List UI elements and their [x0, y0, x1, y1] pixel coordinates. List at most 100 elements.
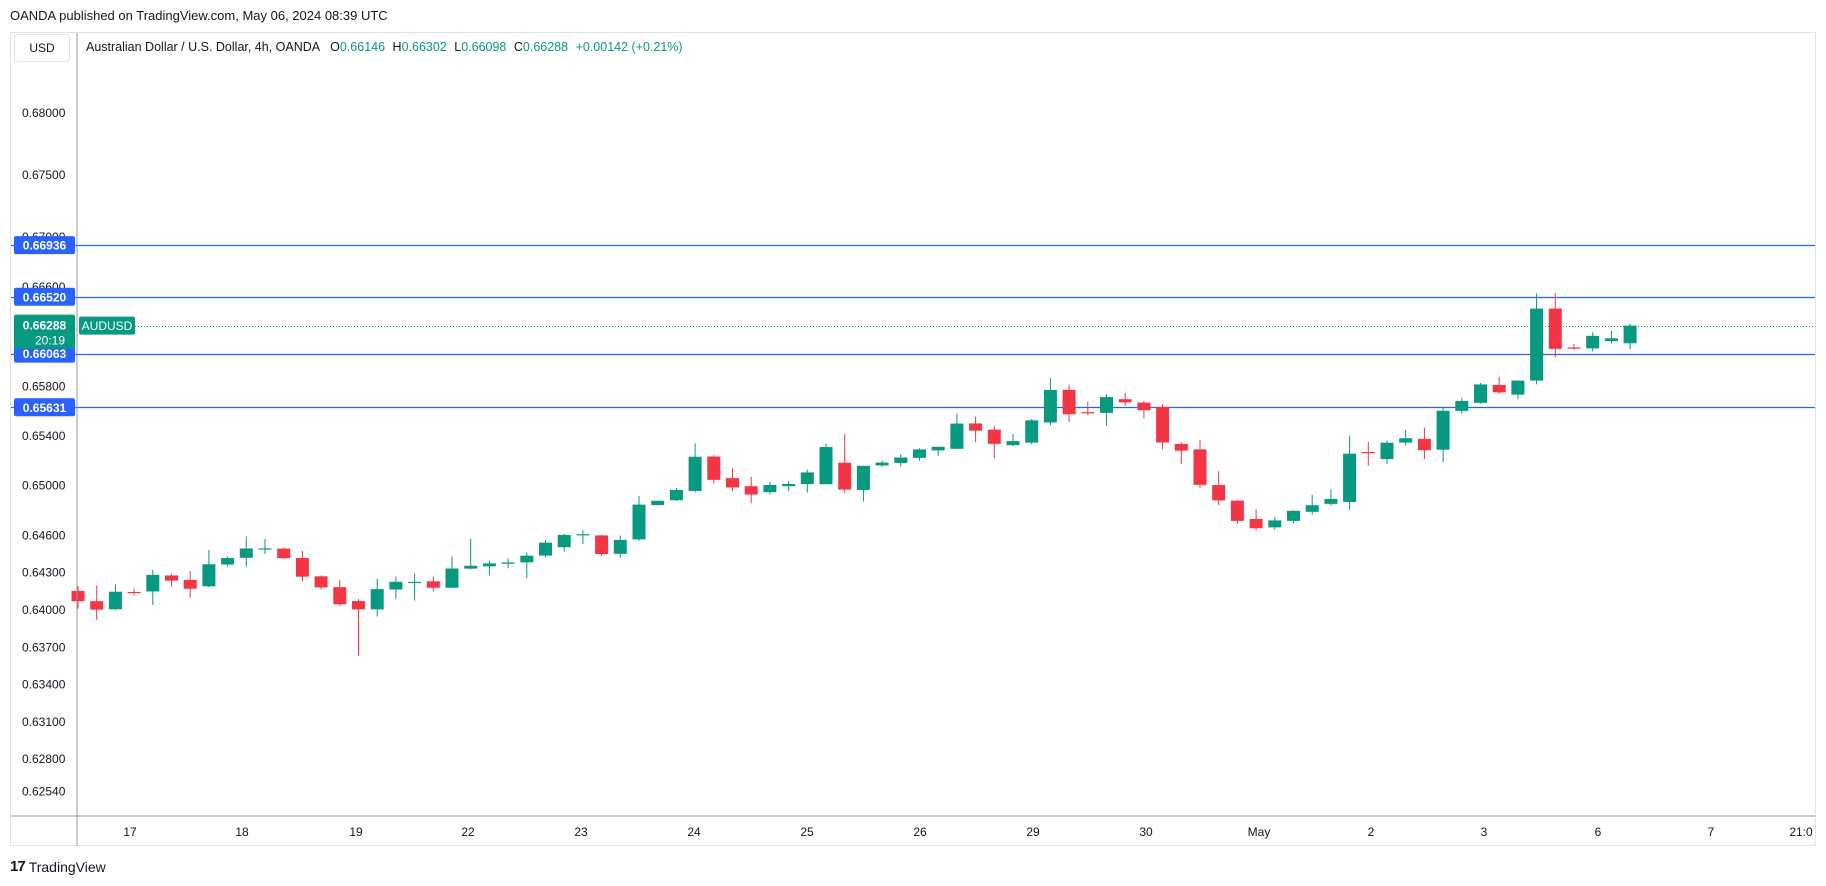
candle-body: [1380, 442, 1394, 460]
candle-body: [576, 534, 590, 536]
candle-body: [819, 447, 833, 485]
candle-body: [838, 462, 852, 490]
x-tick-label: 30: [1139, 825, 1153, 839]
candle-body: [707, 456, 721, 480]
y-tick-label: 0.62540: [22, 784, 66, 798]
y-tick-label: 0.63700: [22, 640, 66, 654]
candle-body: [408, 581, 422, 584]
candle-body: [520, 555, 534, 563]
y-tick-label: 0.63100: [22, 715, 66, 729]
x-tick-label: 17: [123, 825, 137, 839]
x-tick-label: 29: [1026, 825, 1040, 839]
y-tick-label: 0.65000: [22, 479, 66, 493]
y-tick-label: 0.65400: [22, 429, 66, 443]
candle-body: [295, 558, 309, 577]
price-label-box: [14, 398, 75, 417]
y-tick-label: 0.68000: [22, 106, 66, 120]
candle-body: [1268, 520, 1282, 528]
candle-body: [183, 579, 197, 589]
high-label: H: [392, 40, 402, 54]
candle-body: [314, 576, 328, 588]
price-label-box: [14, 344, 75, 363]
candle-body: [595, 535, 609, 555]
candle-body: [1305, 505, 1319, 512]
candle-body: [1118, 399, 1132, 403]
x-tick-label: 25: [800, 825, 814, 839]
candle-body: [913, 449, 926, 458]
current-price-countdown: 20:19: [35, 334, 65, 348]
candle-body: [108, 591, 122, 610]
candle-body: [370, 589, 384, 610]
price-labels-layer: 0.66936 0.66520 0.66063 0.65631 0.6628820:19…: [14, 236, 135, 417]
candle-body: [1230, 500, 1244, 521]
candle-body: [969, 423, 983, 431]
open-label: O: [330, 40, 340, 54]
price-label-text: 0.66520: [23, 290, 67, 304]
price-label-text: 0.66936: [23, 239, 67, 253]
candle-body: [1081, 412, 1095, 414]
x-tick-label: 2: [1368, 825, 1375, 839]
candle-body: [1623, 325, 1637, 344]
close-value: 0.66288: [522, 40, 569, 54]
y-tick-label: 0.65800: [22, 379, 66, 393]
change-value: +0.00142 (+0.21%): [575, 40, 683, 54]
publisher-header: OANDA published on TradingView.com, May …: [10, 8, 388, 23]
symbol-title: Australian Dollar / U.S. Dollar, 4h, OAN…: [86, 40, 321, 54]
candle-body: [1100, 397, 1113, 413]
candle-body: [744, 486, 758, 495]
candle-body: [1604, 338, 1618, 342]
candle-body: [856, 465, 870, 490]
candle-body: [1436, 410, 1450, 450]
candle-body: [763, 484, 777, 493]
candle-body: [557, 534, 571, 548]
candle-body: [127, 591, 141, 594]
candle-body: [1455, 400, 1469, 411]
candle-body: [1156, 406, 1170, 443]
candle-body: [1343, 453, 1357, 502]
high-value: 0.66302: [401, 40, 447, 54]
candle-body: [669, 489, 683, 501]
candle-body: [277, 548, 291, 559]
candle-body: [651, 500, 665, 505]
candle-body: [632, 504, 646, 540]
candle-body: [445, 568, 459, 588]
candle-body: [1006, 441, 1020, 446]
price-label-text: 0.65631: [23, 401, 67, 415]
x-tick-label: 3: [1481, 825, 1488, 839]
candle-body: [1174, 443, 1188, 451]
currency-button[interactable]: USD: [14, 34, 70, 62]
candle-body: [539, 542, 552, 556]
candle-body: [1361, 452, 1375, 454]
candle-body: [352, 601, 365, 610]
candle-body: [333, 587, 347, 605]
tradingview-brand: TradingView: [28, 858, 106, 875]
candle-body: [875, 462, 889, 466]
candle-body: [1025, 420, 1039, 443]
candle-body: [221, 558, 235, 565]
x-tick-label: 23: [574, 825, 588, 839]
price-label-text: 0.66063: [23, 347, 67, 361]
chart-frame[interactable]: [10, 32, 1816, 846]
candle-body: [501, 562, 515, 564]
tradingview-logo[interactable]: 17 TradingView: [10, 858, 106, 875]
tradingview-logo-icon: 17: [10, 858, 26, 875]
low-label: L: [454, 40, 462, 54]
candle-body: [931, 446, 945, 451]
candle-body: [239, 548, 253, 558]
x-tick-label: 6: [1595, 825, 1602, 839]
x-tick-label: 18: [235, 825, 249, 839]
candle-body: [1417, 438, 1431, 451]
candle-body: [426, 581, 440, 588]
x-tick-label: 24: [687, 825, 701, 839]
candle-body: [1492, 384, 1506, 393]
candle-body: [688, 456, 702, 491]
candle-body: [1399, 438, 1413, 443]
candle-body: [613, 539, 627, 554]
candle-body: [1586, 335, 1600, 349]
x-tick-label: 22: [461, 825, 475, 839]
candle-body: [1043, 389, 1057, 423]
candle-body: [894, 457, 908, 463]
candle-body: [1567, 347, 1581, 349]
x-tick-label: 7: [1708, 825, 1715, 839]
